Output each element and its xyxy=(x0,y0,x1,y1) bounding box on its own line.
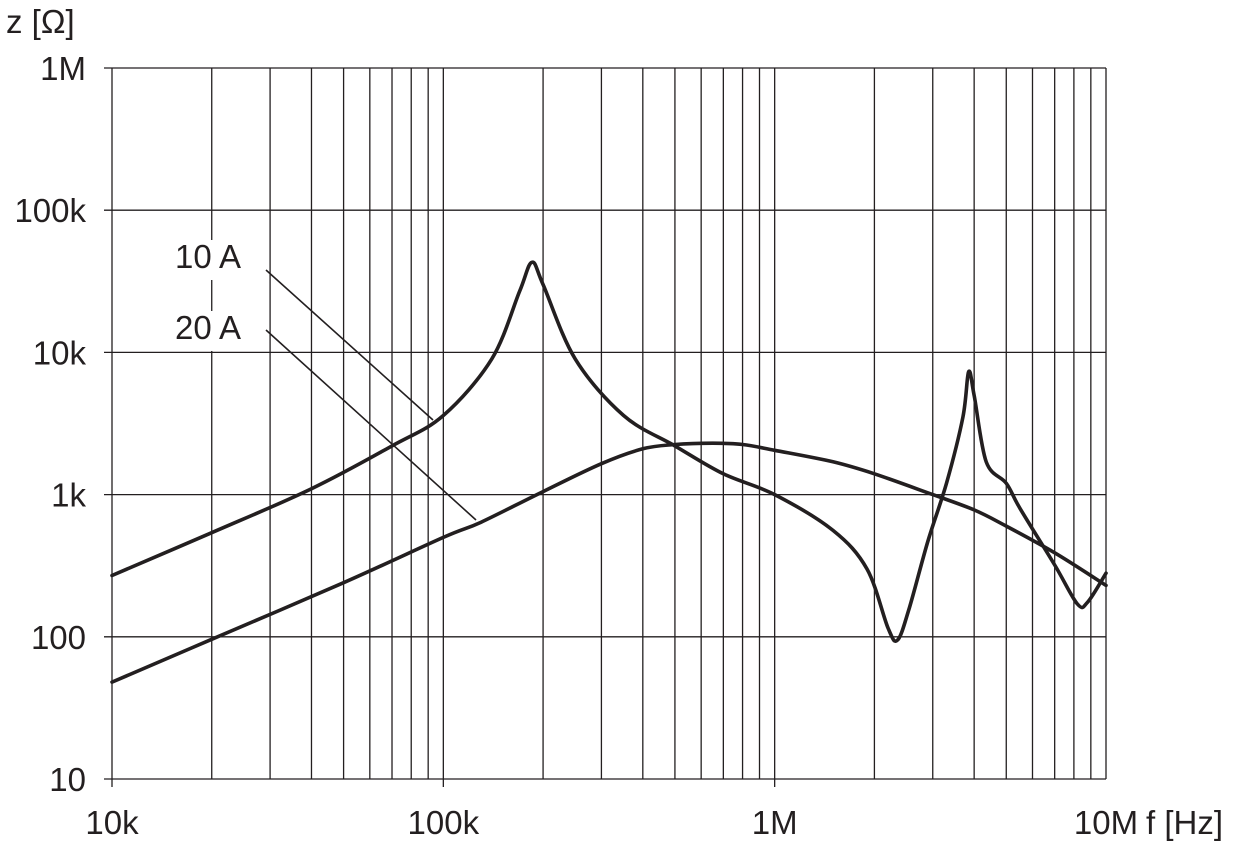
annotation-leader xyxy=(265,269,434,421)
annotation-label: 10 A xyxy=(175,238,241,275)
y-tick-label: 100 xyxy=(31,619,86,656)
annotation-leader xyxy=(265,329,477,521)
series-line-10A xyxy=(110,260,1108,644)
grid xyxy=(104,67,1107,787)
annotation-mask xyxy=(162,311,268,351)
series-annotations: 10 A 20 A xyxy=(175,238,477,521)
x-tick-label: 10k xyxy=(85,804,139,841)
series-curves xyxy=(110,260,1108,684)
tick-labels: 10 100 1k 10k 100k 1M 10k 100k 1M 10M xyxy=(14,50,1138,841)
y-tick-label: 100k xyxy=(14,192,86,229)
y-tick-label: 1M xyxy=(40,50,86,87)
annotation-mask xyxy=(162,240,268,280)
x-tick-label: 10M xyxy=(1074,804,1138,841)
series-line-20A xyxy=(110,441,1108,684)
x-tick-label: 1M xyxy=(752,804,798,841)
y-tick-label: 10 xyxy=(49,761,86,798)
x-tick-label: 100k xyxy=(408,804,480,841)
y-tick-label: 10k xyxy=(33,334,87,371)
annotation-label: 20 A xyxy=(175,309,241,346)
y-axis-label: z [Ω] xyxy=(6,3,75,40)
x-axis-label: f [Hz] xyxy=(1146,804,1223,841)
y-tick-label: 1k xyxy=(51,477,86,514)
